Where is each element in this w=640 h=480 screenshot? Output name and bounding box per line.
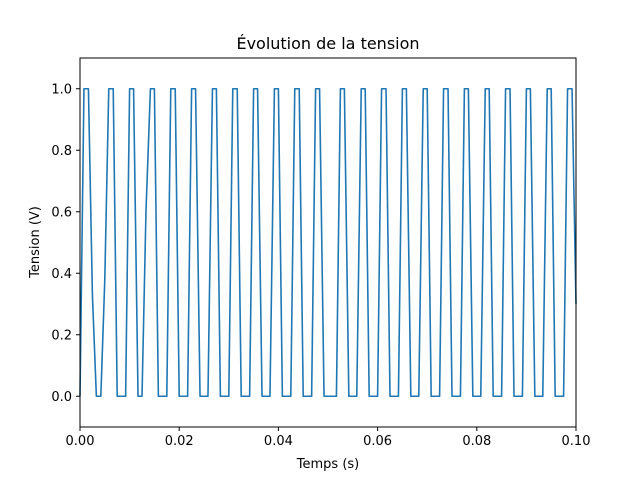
x-tick-label: 0.02 (165, 434, 194, 449)
series-layer (79, 87, 577, 398)
y-tick-label: 0.2 (51, 328, 72, 343)
y-tick-label: 0.6 (51, 205, 72, 220)
y-axis-ticks: 0.0 0.2 0.4 0.6 0.8 1.0 (51, 82, 80, 405)
y-tick-label: 0.4 (51, 267, 72, 282)
y-tick-label: 1.0 (51, 82, 72, 97)
plot-frame (79, 57, 577, 428)
y-tick-label: 0.0 (51, 390, 72, 405)
chart-title: Évolution de la tension (236, 34, 419, 53)
x-axis-ticks: 0.00 0.02 0.04 0.06 0.08 0.10 (66, 427, 591, 449)
y-axis-label: Tension (V) (28, 206, 43, 279)
x-tick-label: 0.00 (66, 434, 95, 449)
x-tick-label: 0.06 (363, 434, 392, 449)
x-axis-label: Temps (s) (296, 457, 359, 472)
x-tick-label: 0.08 (462, 434, 491, 449)
x-tick-label: 0.04 (264, 434, 293, 449)
x-tick-label: 0.10 (562, 434, 591, 449)
series-line (79, 87, 577, 398)
y-tick-label: 0.8 (51, 144, 72, 159)
